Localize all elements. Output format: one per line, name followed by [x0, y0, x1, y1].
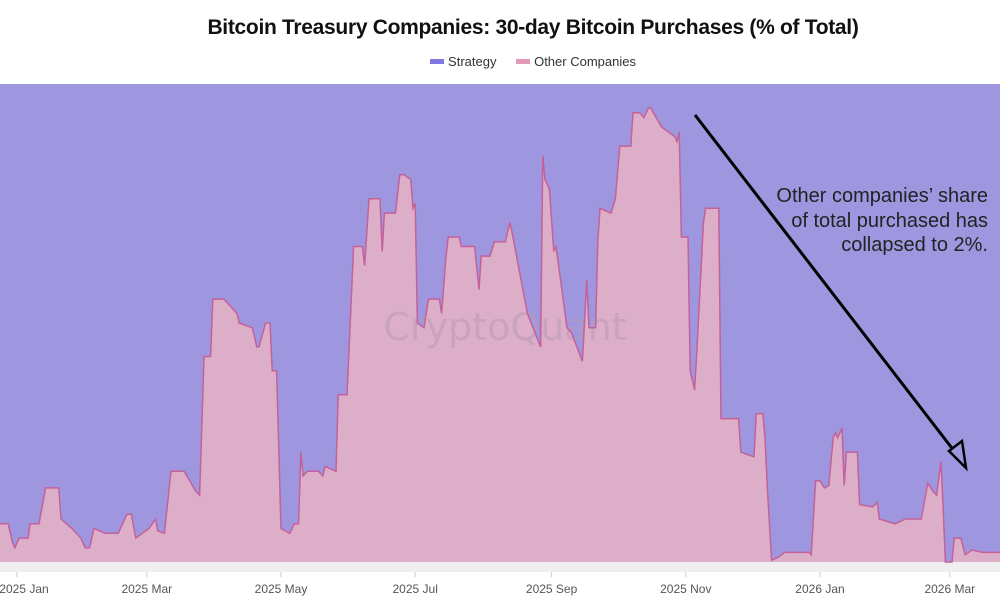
legend-item-strategy[interactable]: Strategy	[430, 54, 496, 69]
chart-title: Bitcoin Treasury Companies: 30-day Bitco…	[207, 16, 859, 39]
annotation-text: Other companies’ share of total purchase…	[776, 185, 988, 256]
annotation-arrow-head	[947, 438, 968, 472]
plot-bottom-band	[0, 562, 1000, 572]
legend-item-other-companies[interactable]: Other Companies	[516, 54, 636, 69]
x-tick-label: 2026 Jan	[795, 582, 844, 596]
legend-label-other-companies: Other Companies	[534, 54, 636, 69]
x-tick-label: 2025 Jan	[0, 582, 49, 596]
other-companies-area	[0, 107, 1000, 563]
legend-swatch-other-companies	[516, 59, 531, 64]
x-tick-label: 2025 Mar	[121, 582, 172, 596]
x-tick-label: 2025 Sep	[526, 582, 578, 596]
x-tick-label: 2026 Mar	[924, 582, 975, 596]
annotation-arrow-shaft	[693, 114, 960, 457]
legend-label-strategy: Strategy	[448, 54, 497, 69]
x-tick-label: 2025 Nov	[660, 582, 711, 596]
legend: Strategy Other Companies	[0, 52, 1000, 69]
legend-swatch-strategy	[430, 59, 445, 64]
x-tick-label: 2025 May	[255, 582, 308, 596]
x-tick-label: 2025 Jul	[393, 582, 438, 596]
watermark: CryptoQuant	[383, 305, 626, 349]
other-companies-line	[0, 107, 1000, 563]
